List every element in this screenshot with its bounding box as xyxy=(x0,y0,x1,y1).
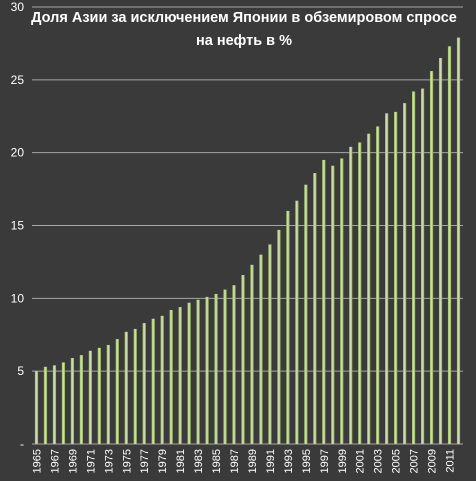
gridlines xyxy=(32,6,463,445)
x-tick-label: 1973 xyxy=(103,449,115,473)
bar-1982 xyxy=(187,302,191,444)
bar-1991 xyxy=(268,244,272,444)
x-tick-label: 1997 xyxy=(319,449,331,473)
bar-1988 xyxy=(241,275,245,444)
bar-1999 xyxy=(340,158,344,445)
bar-2000 xyxy=(349,146,353,444)
x-tick-label: 2009 xyxy=(427,449,439,473)
bar-1997 xyxy=(322,159,326,444)
bar-1979 xyxy=(160,315,164,444)
bar-2003 xyxy=(376,126,380,444)
x-tick-label: 1967 xyxy=(49,449,61,473)
bar-1984 xyxy=(205,296,209,444)
bar-1985 xyxy=(214,293,218,444)
bar-1994 xyxy=(295,200,299,444)
x-tick-label: 1965 xyxy=(31,449,43,473)
x-tick-label: 1977 xyxy=(139,449,151,473)
y-tick-label: 20 xyxy=(11,146,25,160)
bar-1983 xyxy=(196,299,200,444)
x-tick-label: 1975 xyxy=(121,449,133,473)
bar-2002 xyxy=(367,133,371,445)
bar-1987 xyxy=(232,285,236,444)
x-tick-label: 1981 xyxy=(175,449,187,473)
bar-1998 xyxy=(331,165,335,444)
x-axis-ticks: 1965 1967 1969 1971 1973 1975 1977 1979 1981 1983… xyxy=(31,449,456,473)
bar-1967 xyxy=(52,365,57,444)
x-tick-label: 2001 xyxy=(355,449,367,473)
bar-2009 xyxy=(429,71,434,444)
x-tick-label: 1989 xyxy=(247,449,259,473)
y-axis-ticks: - 5 10 15 20 25 30 xyxy=(11,0,25,451)
bar-1970 xyxy=(79,355,83,444)
bar-1965 xyxy=(34,371,39,444)
y-tick-label: 5 xyxy=(17,364,24,378)
bar-1972 xyxy=(97,347,101,444)
bar-1969 xyxy=(70,358,75,444)
bar-1975 xyxy=(124,331,128,444)
y-tick-label: 30 xyxy=(11,0,25,14)
bar-1978 xyxy=(151,318,155,444)
bar-1981 xyxy=(178,307,182,444)
y-tick-label: - xyxy=(20,437,24,451)
bar-1992 xyxy=(277,229,281,444)
bar-1971 xyxy=(88,350,92,444)
x-tick-label: 1979 xyxy=(157,449,169,473)
chart-title: Доля Азии за исключением Японии в обземи… xyxy=(31,10,457,49)
bar-1973 xyxy=(106,344,110,444)
x-tick-label: 1999 xyxy=(337,449,349,473)
bar-1996 xyxy=(313,173,317,444)
x-tick-label: 1987 xyxy=(229,449,241,473)
x-tick-label: 2007 xyxy=(409,449,421,473)
bar-2005 xyxy=(394,111,398,444)
x-tick-label: 2003 xyxy=(373,449,385,473)
bar-2008 xyxy=(420,88,425,444)
x-tick-label: 1991 xyxy=(265,449,277,473)
x-tick-label: 1983 xyxy=(193,449,205,473)
x-tick-label: 1993 xyxy=(283,449,295,473)
bar-1989 xyxy=(250,264,254,444)
bar-1976 xyxy=(133,328,137,444)
bar-2010 xyxy=(438,57,443,444)
bar-1993 xyxy=(286,210,290,444)
bar-1986 xyxy=(223,289,227,444)
x-tick-label: 2011 xyxy=(445,449,457,473)
bar-2004 xyxy=(385,113,389,444)
bar-2007 xyxy=(412,91,416,445)
x-tick-label: 1985 xyxy=(211,449,223,473)
x-tick-label: 1971 xyxy=(85,449,97,473)
x-tick-label: 2005 xyxy=(391,449,403,473)
bar-2012 xyxy=(456,37,461,445)
bar-1995 xyxy=(304,184,308,444)
bar-2001 xyxy=(358,142,362,444)
x-tick-label: 1995 xyxy=(301,449,313,473)
y-tick-label: 10 xyxy=(11,291,25,305)
bar-2006 xyxy=(403,103,407,444)
y-tick-label: 15 xyxy=(11,219,25,233)
bar-1966 xyxy=(43,366,48,444)
bar-1974 xyxy=(115,339,119,444)
y-tick-label: 25 xyxy=(11,73,25,87)
bar-1977 xyxy=(142,323,146,444)
bar-2011 xyxy=(447,46,452,444)
bar-1990 xyxy=(259,254,263,444)
x-tick-label: 1969 xyxy=(67,449,79,473)
bar-1968 xyxy=(61,362,66,444)
bars xyxy=(34,37,461,445)
bar-1980 xyxy=(169,309,173,444)
